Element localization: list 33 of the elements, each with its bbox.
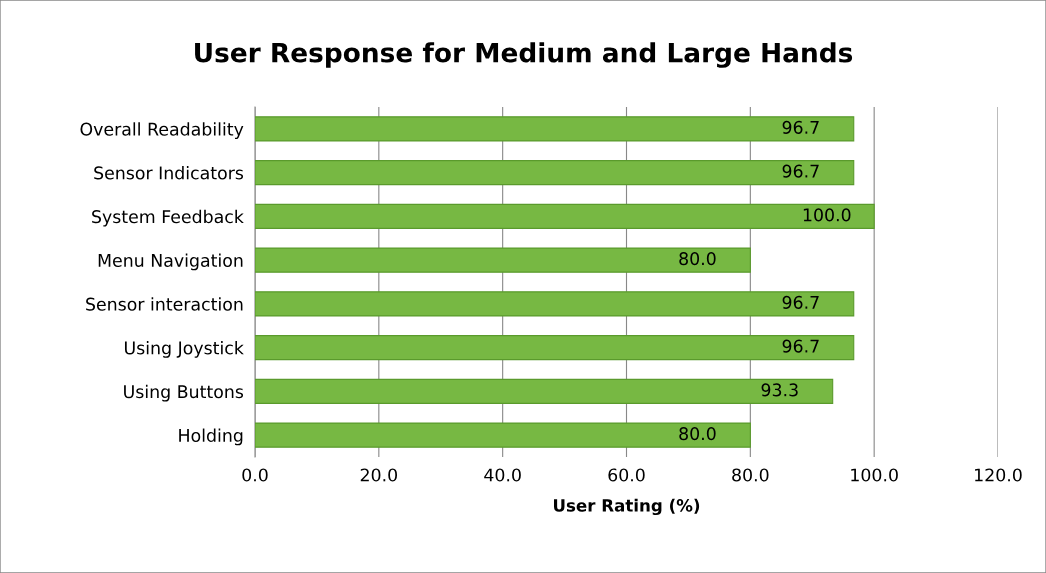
y-tick-label: Sensor Indicators <box>94 166 244 180</box>
bar <box>255 247 751 273</box>
x-tick-label: 0.0 <box>242 468 268 482</box>
data-label: 96.7 <box>782 339 819 353</box>
data-label: 93.3 <box>761 383 798 397</box>
chart-title: User Response for Medium and Large Hands <box>195 42 853 68</box>
x-tick-label: 100.0 <box>851 468 898 482</box>
y-tick-label: Menu Navigation <box>98 253 243 271</box>
data-label: 96.7 <box>782 120 819 134</box>
bar <box>255 160 855 186</box>
y-tick-label: System Feedback <box>92 209 244 227</box>
data-label: 96.7 <box>782 164 819 178</box>
y-tick-label: Sensor interaction <box>86 297 243 311</box>
bar <box>255 378 834 404</box>
x-tick-label: 80.0 <box>732 468 769 482</box>
y-tick-label: Holding <box>179 428 243 446</box>
bar <box>255 335 855 361</box>
x-axis-title: User Rating (%) <box>554 498 700 516</box>
data-label: 100.0 <box>803 208 851 222</box>
bar <box>255 291 855 317</box>
x-tick-label: 60.0 <box>608 468 645 482</box>
x-tick-label: 120.0 <box>975 468 1022 482</box>
data-label: 96.7 <box>782 295 819 309</box>
bar <box>255 422 751 448</box>
x-tick-label: 20.0 <box>360 468 398 482</box>
data-label: 80.0 <box>679 427 716 441</box>
x-tick-label: 40.0 <box>484 468 521 482</box>
bar <box>255 203 875 229</box>
data-label: 80.0 <box>679 252 716 266</box>
bar <box>255 116 855 142</box>
y-tick-label: Using Buttons <box>124 384 244 402</box>
y-tick-label: Overall Readability <box>80 122 244 140</box>
y-tick-label: Using Joystick <box>124 341 244 358</box>
